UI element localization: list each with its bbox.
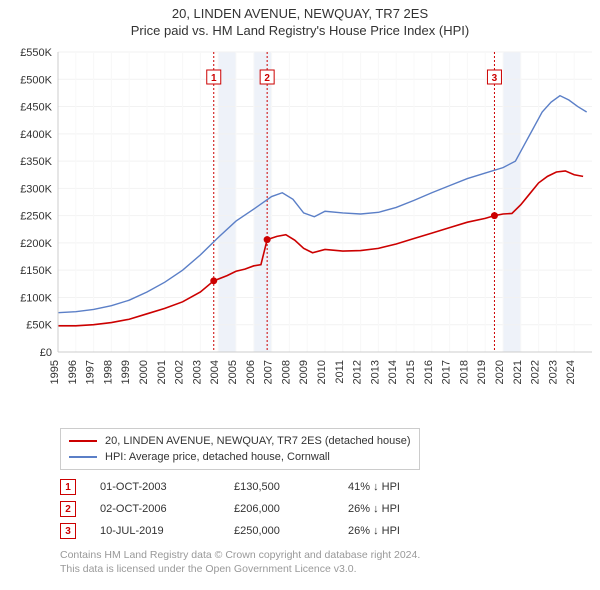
svg-text:2011: 2011 [334,360,346,384]
svg-text:£300K: £300K [20,183,52,195]
legend: 20, LINDEN AVENUE, NEWQUAY, TR7 2ES (det… [60,428,420,470]
legend-label: HPI: Average price, detached house, Corn… [105,451,330,463]
legend-swatch [69,440,97,442]
svg-text:3: 3 [492,73,498,84]
table-row: 3 10-JUL-2019 £250,000 26% ↓ HPI [60,520,590,542]
svg-text:£150K: £150K [20,265,52,277]
svg-text:£200K: £200K [20,238,52,250]
svg-text:2012: 2012 [352,360,364,384]
svg-text:£0: £0 [40,347,52,359]
svg-text:2005: 2005 [227,360,239,384]
title-block: 20, LINDEN AVENUE, NEWQUAY, TR7 2ES Pric… [0,0,600,38]
table-row: 2 02-OCT-2006 £206,000 26% ↓ HPI [60,498,590,520]
footer-line: This data is licensed under the Open Gov… [60,562,590,576]
legend-item: HPI: Average price, detached house, Corn… [69,449,411,465]
svg-text:2013: 2013 [369,360,381,384]
svg-text:2007: 2007 [263,360,275,384]
svg-text:2002: 2002 [174,360,186,384]
svg-text:2018: 2018 [458,360,470,384]
svg-text:1995: 1995 [49,360,61,384]
svg-text:£50K: £50K [26,320,52,332]
svg-text:1997: 1997 [85,360,97,384]
tx-marker-icon: 3 [60,523,76,539]
legend-item: 20, LINDEN AVENUE, NEWQUAY, TR7 2ES (det… [69,433,411,449]
tx-pct: 26% ↓ HPI [348,503,458,515]
svg-text:2010: 2010 [316,360,328,384]
legend-label: 20, LINDEN AVENUE, NEWQUAY, TR7 2ES (det… [105,435,411,447]
svg-text:2021: 2021 [512,360,524,384]
svg-text:£350K: £350K [20,156,52,168]
tx-marker-icon: 1 [60,479,76,495]
svg-text:2004: 2004 [209,360,221,384]
svg-text:1999: 1999 [120,360,132,384]
svg-text:£250K: £250K [20,211,52,223]
svg-text:2019: 2019 [476,360,488,384]
svg-text:£100K: £100K [20,292,52,304]
svg-text:2016: 2016 [423,360,435,384]
svg-text:£500K: £500K [20,74,52,86]
svg-text:2022: 2022 [530,360,542,384]
footer-line: Contains HM Land Registry data © Crown c… [60,548,590,562]
svg-text:2001: 2001 [156,360,168,384]
tx-date: 10-JUL-2019 [100,525,210,537]
svg-text:2023: 2023 [547,360,559,384]
svg-text:2024: 2024 [565,360,577,384]
footer-attribution: Contains HM Land Registry data © Crown c… [60,548,590,576]
svg-text:2009: 2009 [298,360,310,384]
svg-text:2000: 2000 [138,360,150,384]
svg-text:2020: 2020 [494,360,506,384]
title-subtitle: Price paid vs. HM Land Registry's House … [0,23,600,38]
tx-date: 01-OCT-2003 [100,481,210,493]
svg-text:£550K: £550K [20,47,52,59]
tx-price: £250,000 [234,525,324,537]
tx-price: £206,000 [234,503,324,515]
svg-text:2: 2 [264,73,270,84]
tx-pct: 41% ↓ HPI [348,481,458,493]
svg-text:£400K: £400K [20,129,52,141]
tx-date: 02-OCT-2006 [100,503,210,515]
legend-swatch [69,456,97,458]
transaction-table: 1 01-OCT-2003 £130,500 41% ↓ HPI 2 02-OC… [60,476,590,542]
svg-text:1: 1 [211,73,217,84]
chart-container: 20, LINDEN AVENUE, NEWQUAY, TR7 2ES Pric… [0,0,600,576]
svg-text:1996: 1996 [67,360,79,384]
svg-text:2006: 2006 [245,360,257,384]
chart-svg: £0 £50K £100K £150K £200K £250K £300K £350K £400… [0,42,600,422]
svg-text:1998: 1998 [102,360,114,384]
svg-text:£450K: £450K [20,102,52,114]
tx-price: £130,500 [234,481,324,493]
tx-marker-icon: 2 [60,501,76,517]
svg-text:2014: 2014 [387,360,399,384]
table-row: 1 01-OCT-2003 £130,500 41% ↓ HPI [60,476,590,498]
svg-text:2017: 2017 [441,360,453,384]
title-address: 20, LINDEN AVENUE, NEWQUAY, TR7 2ES [0,6,600,21]
svg-text:2015: 2015 [405,360,417,384]
tx-pct: 26% ↓ HPI [348,525,458,537]
chart-area: £0 £50K £100K £150K £200K £250K £300K £350K £400… [0,42,600,422]
svg-text:2008: 2008 [280,360,292,384]
svg-text:2003: 2003 [191,360,203,384]
